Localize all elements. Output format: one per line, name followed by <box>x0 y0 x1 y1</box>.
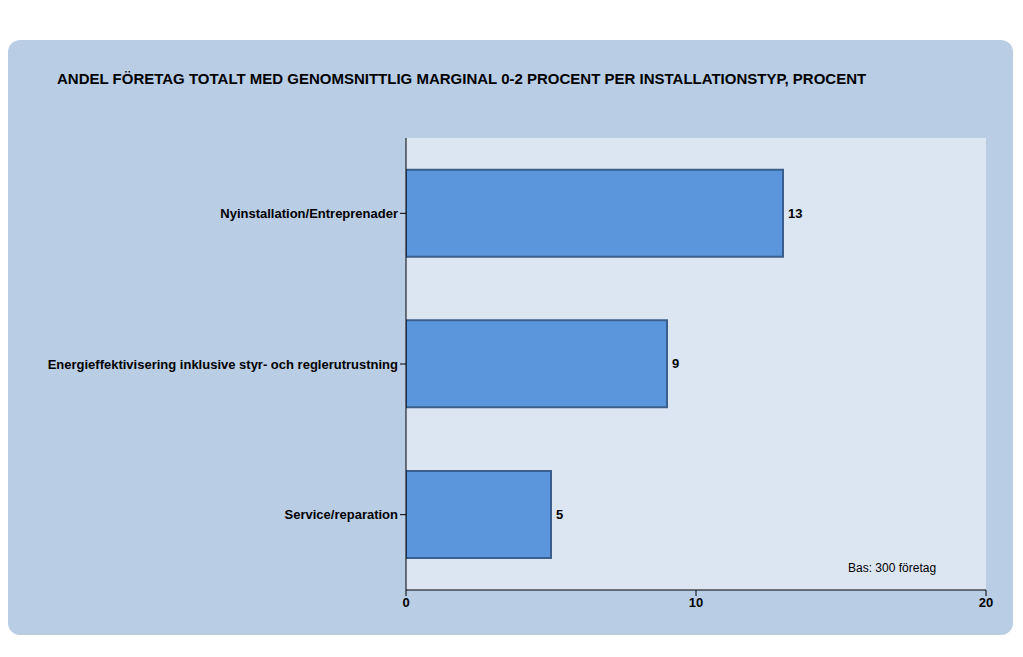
svg-text:20: 20 <box>979 595 993 610</box>
svg-text:9: 9 <box>672 356 679 371</box>
html-text:Bas: 300 företag: Bas: 300 företag <box>848 561 937 575</box>
svg-text:0: 0 <box>402 595 409 610</box>
svg-text:5: 5 <box>556 507 563 522</box>
svg-text:Service/reparation: Service/reparation <box>285 507 399 522</box>
svg-text:10: 10 <box>689 595 703 610</box>
svg-text:Nyinstallation/Entreprenader: Nyinstallation/Entreprenader <box>220 206 398 221</box>
svg-text:13: 13 <box>788 206 802 221</box>
html-text:ANDEL FÖRETAG TOTALT MED GENOM: ANDEL FÖRETAG TOTALT MED GENOMSNITTLIG M… <box>57 70 867 87</box>
svg-text:Energieffektivisering inklusiv: Energieffektivisering inklusive styr- oc… <box>48 357 398 372</box>
